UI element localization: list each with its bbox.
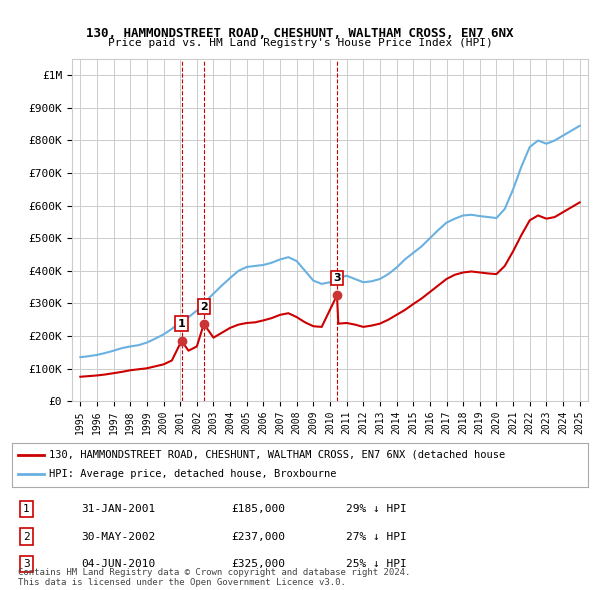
Text: £325,000: £325,000	[231, 559, 285, 569]
Text: £185,000: £185,000	[231, 504, 285, 514]
Text: 27% ↓ HPI: 27% ↓ HPI	[346, 532, 407, 542]
Text: Price paid vs. HM Land Registry's House Price Index (HPI): Price paid vs. HM Land Registry's House …	[107, 38, 493, 48]
Text: 30-MAY-2002: 30-MAY-2002	[81, 532, 155, 542]
Text: 3: 3	[333, 273, 341, 283]
Text: 130, HAMMONDSTREET ROAD, CHESHUNT, WALTHAM CROSS, EN7 6NX (detached house: 130, HAMMONDSTREET ROAD, CHESHUNT, WALTH…	[49, 450, 506, 460]
Text: Contains HM Land Registry data © Crown copyright and database right 2024.
This d: Contains HM Land Registry data © Crown c…	[18, 568, 410, 587]
Text: 1: 1	[23, 504, 30, 514]
Text: 04-JUN-2010: 04-JUN-2010	[81, 559, 155, 569]
Text: 1: 1	[178, 319, 185, 329]
Text: £237,000: £237,000	[231, 532, 285, 542]
Text: 25% ↓ HPI: 25% ↓ HPI	[346, 559, 407, 569]
Text: 2: 2	[23, 532, 30, 542]
Text: 130, HAMMONDSTREET ROAD, CHESHUNT, WALTHAM CROSS, EN7 6NX: 130, HAMMONDSTREET ROAD, CHESHUNT, WALTH…	[86, 27, 514, 40]
Text: 2: 2	[200, 301, 208, 312]
Text: HPI: Average price, detached house, Broxbourne: HPI: Average price, detached house, Brox…	[49, 470, 337, 479]
Text: 3: 3	[23, 559, 30, 569]
Text: 29% ↓ HPI: 29% ↓ HPI	[346, 504, 407, 514]
Text: 31-JAN-2001: 31-JAN-2001	[81, 504, 155, 514]
